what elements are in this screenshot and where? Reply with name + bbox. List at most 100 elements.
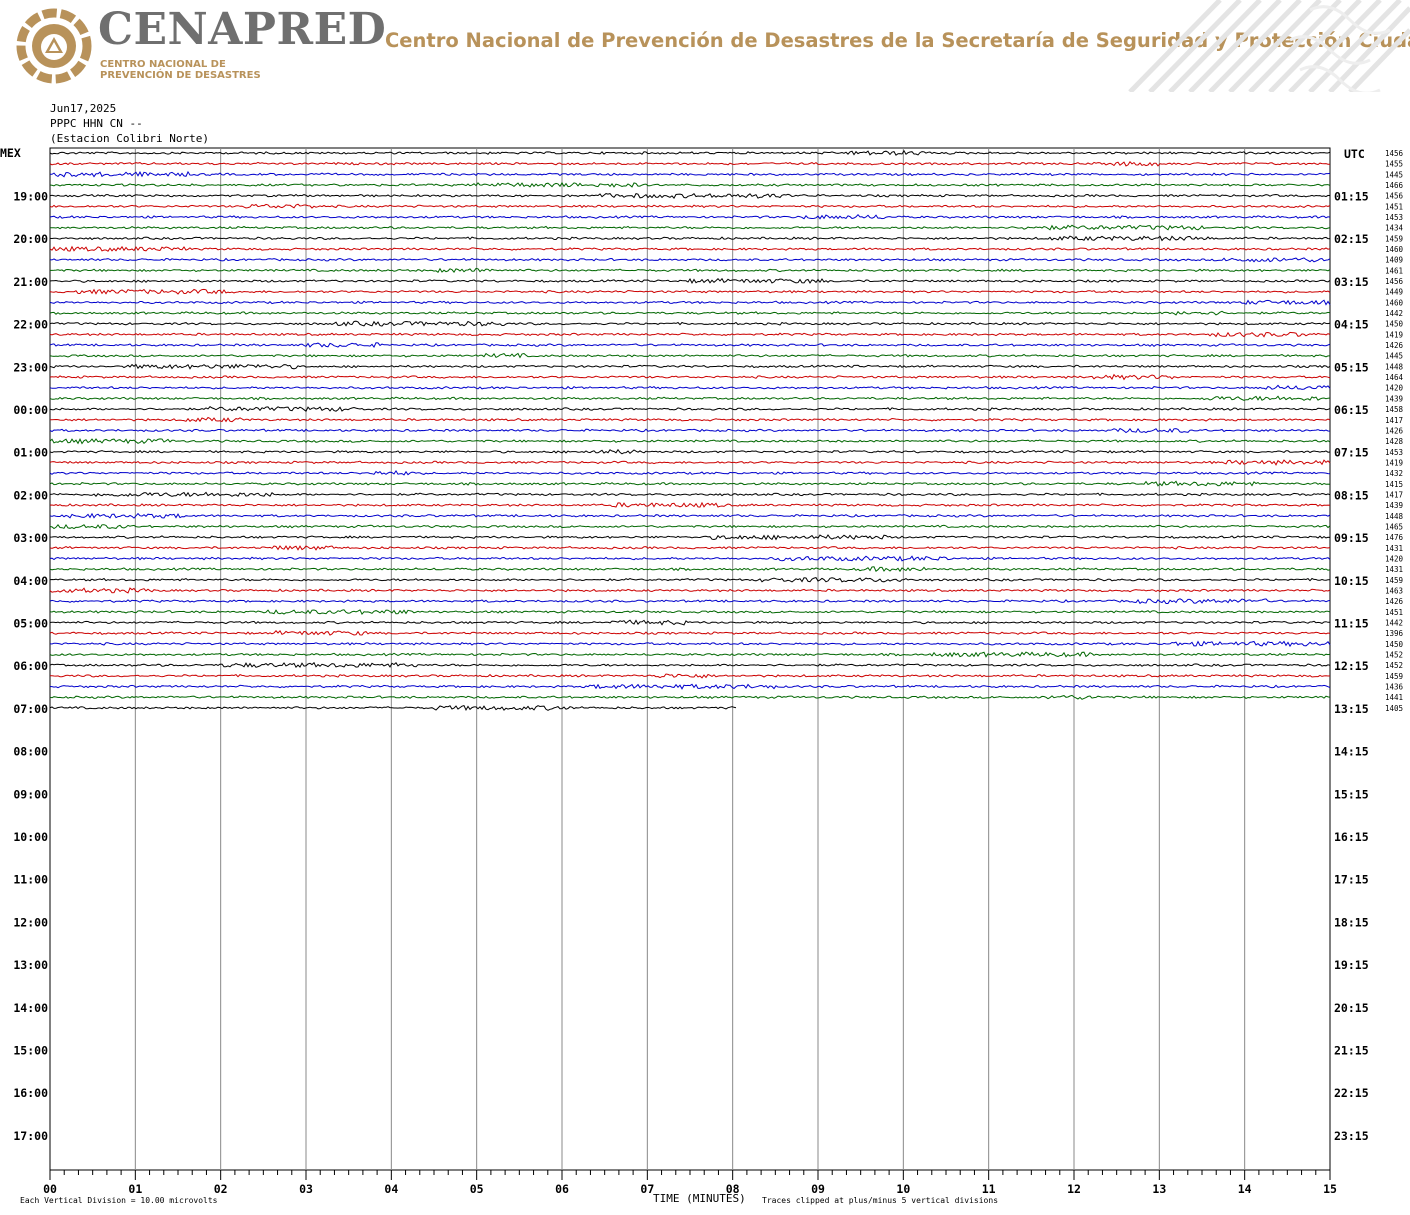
seismic-trace (49, 619, 1330, 626)
seismic-trace (50, 267, 1331, 274)
seismic-trace (49, 245, 1331, 252)
x-tick-label: 04 (384, 1182, 398, 1196)
x-tick-label: 12 (1067, 1182, 1081, 1196)
mex-hour-label: 05:00 (13, 617, 48, 631)
trace-count-label: 1450 (1385, 640, 1404, 649)
logo-subtitle: CENTRO NACIONAL DE PREVENCIÓN DE DESASTR… (100, 59, 261, 81)
trace-count-label: 1432 (1385, 469, 1403, 478)
seismic-trace (49, 342, 1331, 348)
utc-hour-label: 07:15 (1334, 446, 1369, 460)
x-tick-label: 13 (1152, 1182, 1166, 1196)
seismic-trace (49, 192, 1331, 199)
cenapred-logo-icon (16, 8, 92, 84)
utc-hour-label: 05:15 (1334, 360, 1369, 374)
utc-hour-label: 01:15 (1334, 190, 1369, 204)
trace-count-label: 1456 (1385, 192, 1404, 201)
seismic-trace (49, 501, 1331, 508)
trace-count-label: 1426 (1385, 597, 1404, 606)
chart-date: Jun17,2025 (50, 102, 117, 115)
mex-hour-label: 13:00 (13, 958, 48, 972)
trace-count-label: 1448 (1385, 512, 1404, 521)
trace-count-label: 1456 (1385, 149, 1404, 158)
trace-count-label: 1460 (1385, 245, 1404, 254)
trace-count-label: 1450 (1385, 320, 1404, 329)
mex-hour-label: 01:00 (13, 446, 48, 460)
seismic-trace (49, 459, 1331, 466)
trace-count-labels: 1456145514451466145614511453143414591460… (1385, 149, 1404, 713)
trace-count-label: 1442 (1385, 309, 1403, 318)
mex-hour-label: 10:00 (13, 830, 48, 844)
seismic-trace (49, 277, 1331, 285)
trace-count-label: 1461 (1385, 266, 1403, 275)
mex-hour-label: 06:00 (13, 659, 48, 673)
utc-hour-label: 09:15 (1334, 531, 1369, 545)
utc-hour-label: 03:15 (1334, 275, 1369, 289)
seismic-trace (49, 310, 1331, 316)
logo-subtitle-line2: PREVENCIÓN DE DESASTRES (100, 70, 261, 81)
seismic-trace (49, 555, 1331, 562)
trace-count-label: 1451 (1385, 202, 1403, 211)
trace-count-label: 1465 (1385, 523, 1403, 532)
x-tick-label: 00 (43, 1182, 57, 1196)
seismic-trace (49, 683, 1331, 690)
trace-count-label: 1449 (1385, 288, 1403, 297)
x-tick-label: 07 (640, 1182, 654, 1196)
mex-hour-label: 00:00 (13, 403, 48, 417)
seismic-trace (49, 299, 1331, 306)
seismic-trace (49, 416, 1331, 423)
trace-count-label: 1419 (1385, 330, 1403, 339)
x-tick-label: 01 (128, 1182, 142, 1196)
x-tick-label: 05 (470, 1182, 484, 1196)
station-name: (Estacion Colibri Norte) (50, 132, 209, 145)
trace-count-label: 1434 (1385, 224, 1404, 233)
utc-hour-label: 16:15 (1334, 830, 1369, 844)
trace-count-label: 1458 (1385, 405, 1404, 414)
seismic-trace (49, 491, 1331, 497)
trace-count-label: 1426 (1385, 341, 1404, 350)
seismic-trace (49, 384, 1331, 390)
utc-hour-label: 11:15 (1334, 617, 1369, 631)
utc-hour-label: 23:15 (1334, 1129, 1369, 1143)
seismic-trace (49, 523, 1331, 530)
scale-note: Each Vertical Division = 10.00 microvolt… (20, 1196, 218, 1205)
trace-count-label: 1459 (1385, 234, 1403, 243)
trace-count-label: 1436 (1385, 683, 1404, 692)
mex-hour-label: 14:00 (13, 1001, 48, 1015)
decorative-pattern (1128, 0, 1410, 92)
seismic-trace (49, 629, 1331, 636)
trace-count-label: 1455 (1385, 160, 1403, 169)
trace-count-label: 1415 (1385, 480, 1403, 489)
mex-hour-label: 12:00 (13, 915, 48, 929)
mex-hour-label: 09:00 (13, 787, 48, 801)
mex-hour-label: 15:00 (13, 1044, 48, 1058)
mex-hour-label: 20:00 (13, 232, 48, 246)
trace-count-label: 1428 (1385, 437, 1404, 446)
trace-count-label: 1466 (1385, 181, 1404, 190)
seismic-trace (49, 704, 737, 711)
utc-hour-label: 21:15 (1334, 1044, 1369, 1058)
seismic-trace (49, 512, 1331, 519)
trace-count-label: 1451 (1385, 608, 1403, 617)
mex-hour-label: 08:00 (13, 745, 48, 759)
trace-count-label: 1445 (1385, 352, 1403, 361)
mex-hour-labels: 19:00 20:00 21:00 22:00 23:00 00:00 01:00 02:00… (13, 190, 48, 1143)
seismic-trace (49, 480, 1331, 487)
utc-hour-label: 10:15 (1334, 574, 1369, 588)
right-axis-label: UTC (1344, 147, 1365, 161)
seismic-trace (49, 331, 1331, 338)
utc-hour-label: 22:15 (1334, 1086, 1369, 1100)
trace-count-label: 1417 (1385, 416, 1403, 425)
x-tick-label: 09 (811, 1182, 825, 1196)
utc-hour-label: 18:15 (1334, 915, 1369, 929)
mex-hour-label: 17:00 (13, 1129, 48, 1143)
trace-count-label: 1459 (1385, 672, 1403, 681)
utc-hour-label: 08:15 (1334, 488, 1369, 502)
trace-count-label: 1420 (1385, 555, 1404, 564)
mex-hour-label: 23:00 (13, 360, 48, 374)
mex-hour-label: 21:00 (13, 275, 48, 289)
trace-count-label: 1409 (1385, 256, 1403, 265)
utc-hour-label: 12:15 (1334, 659, 1369, 673)
x-tick-label: 06 (555, 1182, 569, 1196)
seismic-trace (49, 288, 1331, 295)
